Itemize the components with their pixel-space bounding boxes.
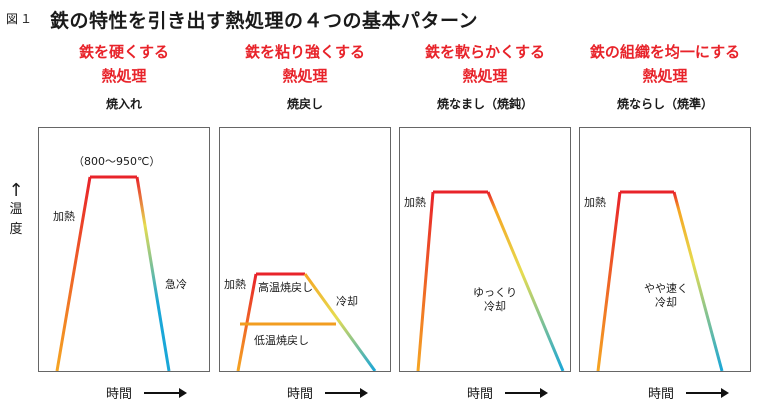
temperature-curve [236, 272, 377, 371]
heating-line [55, 176, 92, 371]
process-diagram: （800～950℃） 加熱 急冷 [38, 127, 210, 372]
y-axis-char: 温 [9, 202, 23, 217]
low-temp-tempering-label: 低温焼戻し [254, 334, 309, 347]
temperature-range-label: （800～950℃） [73, 155, 161, 168]
figure-label: 図１ [6, 12, 35, 26]
time-axis-label: 時間 [648, 387, 675, 402]
temperature-curve [55, 175, 171, 371]
heating-line [416, 191, 435, 371]
process-diagram: 加熱 ゆっくり 冷却 [399, 127, 571, 372]
time-axis: 時間 [467, 383, 549, 402]
temperature-curve [416, 190, 565, 371]
heat-label: 加熱 [224, 278, 246, 291]
heat-label: 加熱 [584, 196, 606, 209]
panel-heading: 鉄を軟らかくする 熱処理 [424, 43, 545, 85]
panel-subtitle: 焼入れ [105, 97, 142, 111]
panel-tempering: 鉄を粘り強くする 熱処理 焼戻し 加熱 高温焼戻し 低温焼戻し 冷却 [219, 40, 391, 372]
cool-label: やや速く 冷却 [644, 282, 688, 309]
heating-line [596, 191, 622, 371]
cool-label: 急冷 [165, 278, 187, 291]
cool-label: ゆっくり 冷却 [473, 286, 517, 313]
time-axis-label: 時間 [467, 387, 494, 402]
arrow-up-icon: ↑ [8, 180, 24, 201]
arrow-right-icon [144, 387, 188, 398]
temperature-curve [596, 190, 724, 371]
temperature-axis: ↑ 温 度 [6, 182, 26, 240]
arrow-right-icon [505, 387, 549, 398]
panel-quenching: 鉄を硬くする 熱処理 焼入れ （800～950℃） 加熱 急冷 [38, 40, 210, 372]
panel-heading: 鉄を硬くする 熱処理 [78, 43, 169, 85]
panel-heading: 鉄の組織を均一にする 熱処理 [589, 43, 741, 85]
arrow-right-icon [686, 387, 730, 398]
cooling-line [486, 191, 565, 371]
process-diagram: 加熱 高温焼戻し 低温焼戻し 冷却 [219, 127, 391, 372]
arrow-right-icon [325, 387, 369, 398]
panel-heading: 鉄を粘り強くする 熱処理 [244, 43, 365, 85]
panel-subtitle: 焼戻し [286, 97, 323, 111]
time-axis-label: 時間 [106, 387, 133, 402]
cool-label: 冷却 [336, 295, 358, 308]
panel-subtitle: 焼ならし（焼準） [616, 97, 713, 111]
panel-normalizing: 鉄の組織を均一にする 熱処理 焼ならし（焼準） 加熱 やや速く 冷却 [579, 40, 751, 372]
time-axis: 時間 [648, 383, 730, 402]
cooling-line [672, 191, 724, 371]
time-axis-label: 時間 [287, 387, 314, 402]
high-temp-tempering-label: 高温焼戻し [258, 281, 313, 294]
panel-annealing: 鉄を軟らかくする 熱処理 焼なまし（焼鈍） 加熱 ゆっくり 冷却 [399, 40, 571, 372]
panel-subtitle: 焼なまし（焼鈍） [436, 97, 533, 111]
y-axis-char: 度 [9, 222, 23, 237]
process-diagram: 加熱 やや速く 冷却 [579, 127, 751, 372]
heat-label: 加熱 [53, 210, 75, 223]
cooling-line [303, 273, 377, 371]
time-axis: 時間 [287, 383, 369, 402]
cooling-line [135, 176, 171, 371]
heat-label: 加熱 [404, 196, 426, 209]
time-axis: 時間 [106, 383, 188, 402]
page-title: 鉄の特性を引き出す熱処理の４つの基本パターン [50, 10, 479, 32]
